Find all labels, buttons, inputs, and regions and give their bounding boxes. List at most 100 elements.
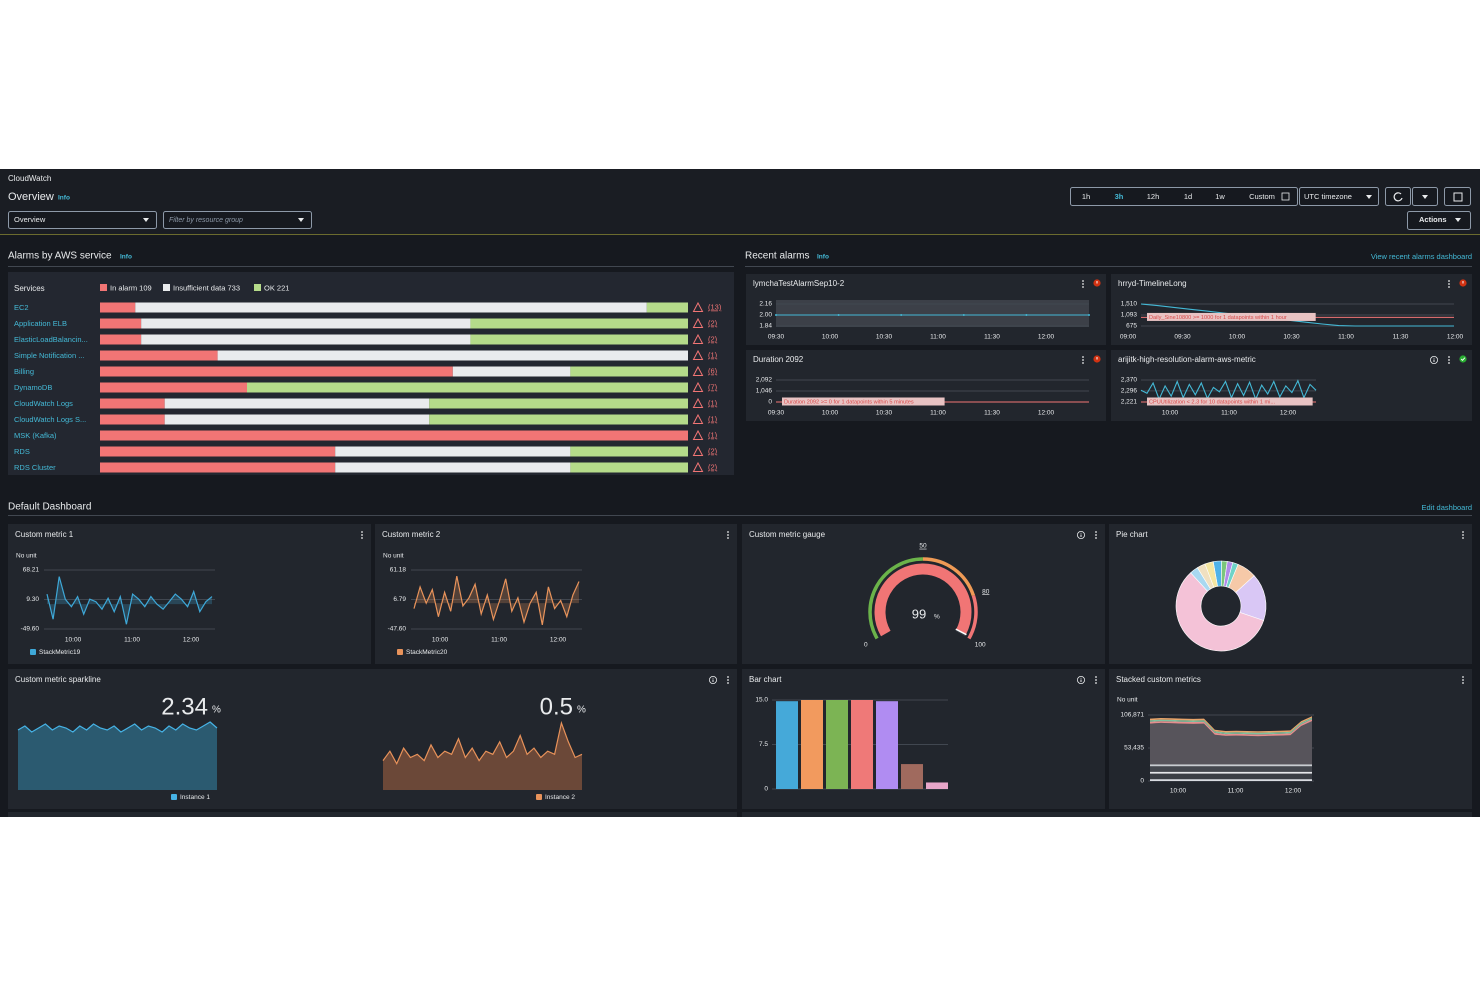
service-link[interactable]: MSK (Kafka) bbox=[14, 431, 57, 440]
info-icon-dot bbox=[1080, 677, 1082, 679]
menu-dot[interactable] bbox=[1462, 537, 1464, 539]
edit-dashboard-link[interactable]: Edit dashboard bbox=[1422, 503, 1472, 512]
service-link[interactable]: EC2 bbox=[14, 303, 29, 312]
menu-dot[interactable] bbox=[1462, 679, 1464, 681]
menu-dot[interactable] bbox=[1448, 359, 1450, 361]
timezone-value: UTC timezone bbox=[1304, 192, 1352, 201]
alarm-count[interactable]: (2) bbox=[708, 446, 718, 455]
service-link[interactable]: CloudWatch Logs bbox=[14, 399, 73, 408]
menu-dot[interactable] bbox=[1095, 537, 1097, 539]
menu-dot[interactable] bbox=[1448, 280, 1450, 282]
menu-dot[interactable] bbox=[361, 537, 363, 539]
alarm-count[interactable]: (6) bbox=[708, 366, 718, 375]
menu-dot[interactable] bbox=[361, 534, 363, 536]
info-icon[interactable] bbox=[1077, 676, 1086, 685]
alarm-icon bbox=[692, 349, 704, 360]
menu-dot[interactable] bbox=[1095, 531, 1097, 533]
fullscreen-button[interactable] bbox=[1444, 187, 1471, 206]
alarm-count[interactable]: (2) bbox=[708, 462, 718, 471]
menu-dot[interactable] bbox=[361, 531, 363, 533]
time-range-group bbox=[1070, 187, 1298, 206]
service-link[interactable]: DynamoDB bbox=[14, 383, 52, 392]
alarm-bar-segment bbox=[100, 366, 453, 377]
widget-title: Bar chart bbox=[749, 675, 782, 684]
menu-dot[interactable] bbox=[727, 534, 729, 536]
y-tick-label: 1.84 bbox=[759, 323, 772, 330]
x-tick-label: 10:00 bbox=[1162, 410, 1179, 417]
time-range-button[interactable]: 12h bbox=[1147, 192, 1160, 201]
menu-dot[interactable] bbox=[727, 682, 729, 684]
alarm-count[interactable]: (1) bbox=[708, 430, 718, 439]
menu-dot[interactable] bbox=[1462, 531, 1464, 533]
time-range-button[interactable]: 1w bbox=[1215, 192, 1225, 201]
y-tick-label: 61.18 bbox=[390, 567, 407, 574]
menu-dot[interactable] bbox=[1095, 682, 1097, 684]
menu-dot[interactable] bbox=[727, 679, 729, 681]
annotation-box bbox=[782, 397, 945, 406]
stacked-area bbox=[1150, 779, 1312, 781]
menu-dot[interactable] bbox=[1082, 356, 1084, 358]
menu-dot[interactable] bbox=[1082, 286, 1084, 288]
y-tick-label: 0 bbox=[1140, 778, 1144, 785]
info-icon[interactable] bbox=[709, 676, 718, 685]
menu-dot[interactable] bbox=[1095, 534, 1097, 536]
menu-dot[interactable] bbox=[1082, 283, 1084, 285]
menu-dot[interactable] bbox=[1462, 676, 1464, 678]
alarm-count[interactable]: (7) bbox=[708, 382, 718, 391]
menu-dot[interactable] bbox=[1448, 286, 1450, 288]
menu-dot[interactable] bbox=[727, 537, 729, 539]
menu-dot[interactable] bbox=[1448, 356, 1450, 358]
menu-dot[interactable] bbox=[1095, 679, 1097, 681]
menu-dot[interactable] bbox=[727, 531, 729, 533]
refresh-button[interactable] bbox=[1385, 187, 1411, 206]
info-icon[interactable] bbox=[1430, 355, 1439, 364]
alarm-count[interactable]: (2) bbox=[708, 318, 718, 327]
actions-label: Actions bbox=[1419, 215, 1447, 224]
section-title: Default Dashboard bbox=[8, 502, 91, 513]
alarm-bar-segment bbox=[335, 462, 571, 473]
service-link[interactable]: ElasticLoadBalancin... bbox=[14, 335, 88, 344]
menu-dot[interactable] bbox=[1462, 534, 1464, 536]
info-link[interactable]: Info bbox=[58, 195, 70, 202]
service-link[interactable]: Simple Notification ... bbox=[14, 351, 84, 360]
time-range-button[interactable]: 3h bbox=[1115, 192, 1124, 201]
dashboard-widget-edge bbox=[742, 812, 1472, 817]
gauge-needle bbox=[955, 628, 967, 636]
timezone-select[interactable] bbox=[1299, 187, 1379, 206]
x-tick-label: 10:30 bbox=[1283, 334, 1300, 341]
view-recent-link[interactable]: View recent alarms dashboard bbox=[1371, 252, 1472, 261]
x-tick-label: 12:00 bbox=[1447, 334, 1464, 341]
service-link[interactable]: CloudWatch Logs S... bbox=[14, 415, 86, 424]
time-range-button[interactable]: Custom bbox=[1249, 192, 1275, 201]
actions-button[interactable] bbox=[1407, 211, 1471, 230]
info-link[interactable]: Info bbox=[817, 254, 829, 261]
service-link[interactable]: Billing bbox=[14, 367, 34, 376]
metric-area bbox=[47, 576, 212, 625]
service-link[interactable]: RDS bbox=[14, 447, 30, 456]
menu-dot[interactable] bbox=[1448, 283, 1450, 285]
alarm-count[interactable]: (1) bbox=[708, 350, 718, 359]
alarm-widget bbox=[1111, 350, 1472, 421]
fullscreen-icon bbox=[1453, 192, 1463, 202]
alarm-count[interactable]: (2) bbox=[708, 334, 718, 343]
filter-select[interactable] bbox=[163, 211, 312, 229]
legend-label: Insufficient data 733 bbox=[173, 283, 240, 292]
alarm-count[interactable]: (1) bbox=[708, 398, 718, 407]
info-link[interactable]: Info bbox=[120, 254, 132, 261]
alarm-count[interactable]: (1) bbox=[708, 414, 718, 423]
menu-dot[interactable] bbox=[727, 676, 729, 678]
view-select[interactable] bbox=[8, 211, 157, 229]
x-tick-label: 12:00 bbox=[1038, 410, 1055, 417]
menu-dot[interactable] bbox=[1448, 362, 1450, 364]
service-link[interactable]: RDS Cluster bbox=[14, 463, 56, 472]
menu-dot[interactable] bbox=[1082, 280, 1084, 282]
info-icon[interactable] bbox=[1077, 531, 1086, 540]
menu-dot[interactable] bbox=[1462, 682, 1464, 684]
time-range-button[interactable]: 1h bbox=[1082, 192, 1090, 201]
time-range-button[interactable]: 1d bbox=[1184, 192, 1192, 201]
menu-dot[interactable] bbox=[1082, 362, 1084, 364]
service-link[interactable]: Application ELB bbox=[14, 319, 67, 328]
alarm-count[interactable]: (13) bbox=[708, 302, 722, 311]
menu-dot[interactable] bbox=[1082, 359, 1084, 361]
menu-dot[interactable] bbox=[1095, 676, 1097, 678]
